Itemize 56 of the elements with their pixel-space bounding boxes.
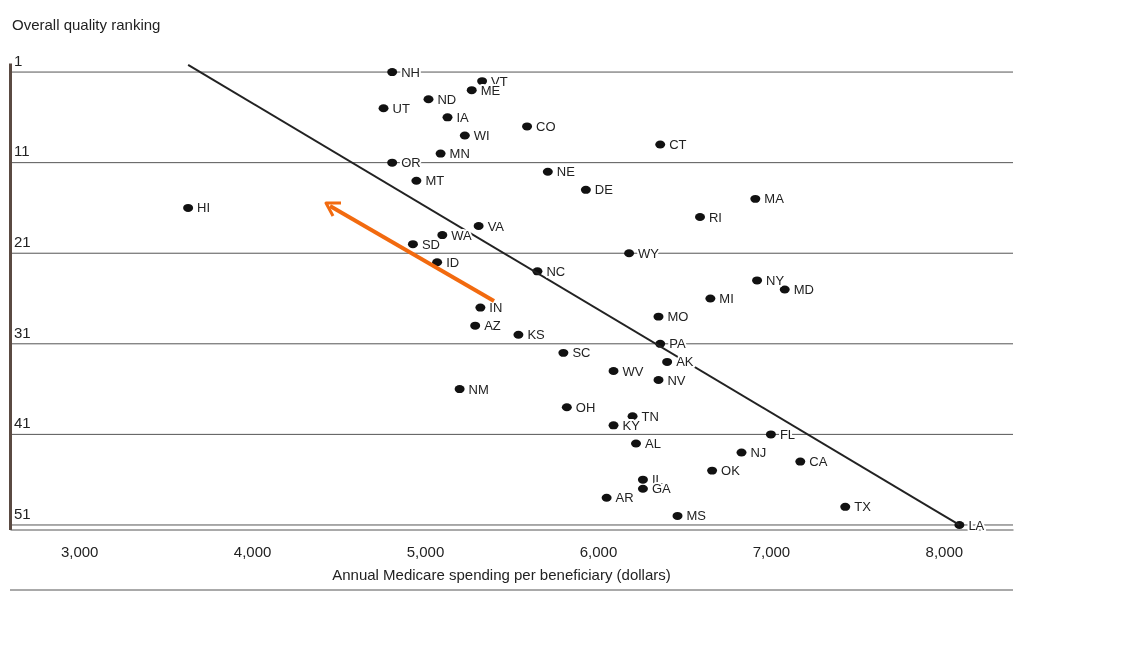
y-tick-label: 31 — [14, 323, 31, 341]
annotation: OK — [721, 463, 741, 479]
annotation: AR — [615, 490, 634, 506]
annotation: NV — [667, 372, 686, 388]
x-tick-label: 3,000 — [60, 542, 99, 560]
annotation: PA — [669, 336, 686, 352]
y-tick-label: 51 — [14, 504, 31, 522]
y-axis-title: Overall quality ranking — [12, 16, 161, 33]
annotation: IA — [456, 109, 470, 125]
annotation: OH — [575, 399, 596, 415]
annotation: LA — [968, 517, 985, 533]
x-tick-label: 5,000 — [406, 542, 445, 560]
annotation: TN — [641, 408, 659, 424]
annotation: NJ — [750, 445, 767, 461]
annotation: MI — [719, 291, 734, 307]
annotation: ID — [446, 254, 460, 270]
x-tick-label: 8,000 — [925, 542, 964, 560]
annotation: KY — [622, 417, 641, 433]
annotation: MS — [686, 508, 707, 524]
annotation: NE — [556, 164, 576, 180]
annotation: WI — [473, 128, 490, 144]
annotation: MO — [667, 309, 689, 325]
annotation: SD — [421, 236, 440, 252]
x-tick-label: 6,000 — [579, 542, 618, 560]
annotation: NH — [401, 64, 420, 80]
x-tick-label: 7,000 — [752, 542, 791, 560]
x-axis-title: Annual Medicare spending per beneficiary (dollars) — [332, 565, 671, 583]
annotation: NY — [766, 272, 785, 288]
annotation: KS — [527, 327, 546, 343]
annotation: DE — [594, 182, 614, 198]
annotation: WV — [622, 363, 644, 379]
annotation: ND — [437, 91, 457, 107]
annotation: UT — [392, 100, 410, 116]
annotation: HI — [197, 200, 211, 216]
annotation: VA — [487, 218, 505, 234]
y-tick-label: 11 — [14, 142, 30, 160]
annotation: NM — [468, 381, 489, 397]
annotation: AL — [645, 436, 661, 451]
annotation: NC — [546, 263, 566, 279]
annotation: MT — [425, 173, 445, 189]
annotation: RI — [708, 209, 722, 225]
annotation: CT — [669, 137, 687, 153]
annotation: AZ — [484, 318, 501, 334]
annotation: WA — [451, 227, 473, 243]
y-tick-label: 21 — [14, 232, 31, 250]
annotation: TX — [854, 499, 872, 515]
annotation: MD — [793, 282, 814, 298]
annotation: SC — [572, 345, 591, 361]
annotation: MA — [764, 191, 785, 207]
y-tick-label: 1 — [14, 51, 23, 69]
y-tick-label: 41 — [14, 414, 31, 432]
annotation: CO — [536, 118, 556, 134]
x-tick-label: 4,000 — [233, 542, 272, 560]
annotation: IN — [489, 300, 503, 316]
annotation: CA — [809, 454, 828, 470]
annotation: MN — [449, 146, 470, 162]
